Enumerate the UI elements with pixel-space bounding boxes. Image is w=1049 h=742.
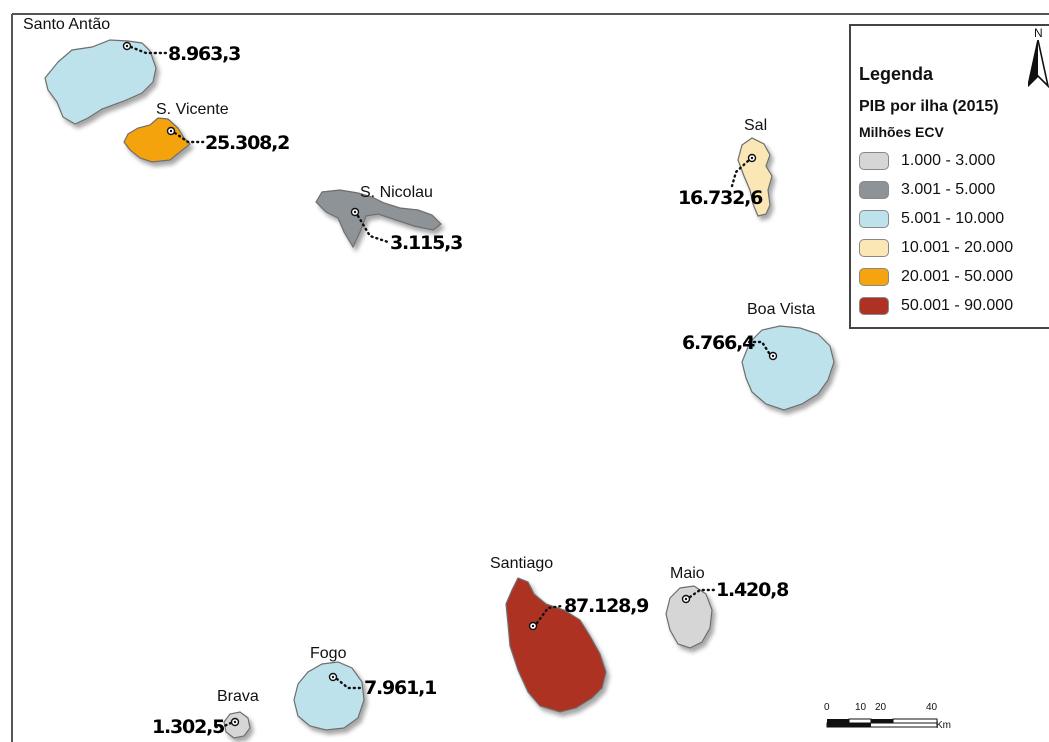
legend-swatch	[859, 268, 889, 286]
label-maio: Maio	[670, 565, 705, 582]
centroid-sao-nicolau	[350, 207, 360, 217]
centroid-santo-antao	[122, 41, 132, 51]
north-label: N	[1034, 26, 1043, 40]
value-santiago: 87.128,9	[564, 595, 648, 617]
centroid-boa-vista	[768, 351, 778, 361]
leader-brava	[210, 721, 233, 729]
legend-item-label: 10.001 - 20.000	[901, 239, 1014, 256]
scale-unit: Km	[936, 720, 951, 731]
value-fogo: 7.961,1	[364, 677, 436, 699]
legend-title: Legenda	[859, 64, 934, 84]
label-brava: Brava	[217, 688, 259, 705]
value-santo-antao: 8.963,3	[168, 43, 240, 65]
label-sao-nicolau: S. Nicolau	[360, 184, 433, 201]
island-fogo[interactable]	[293, 661, 365, 731]
legend-item-label: 1.000 - 3.000	[901, 152, 996, 169]
scale-tick-label: 40	[926, 702, 938, 713]
island-boa-vista[interactable]	[741, 325, 835, 411]
legend-item-label: 3.001 - 5.000	[901, 181, 996, 198]
legend-item: 50.001 - 90.000	[859, 295, 1013, 317]
legend-item-label: 50.001 - 90.000	[901, 297, 1014, 314]
leader-sao-vicente	[173, 131, 206, 144]
centroid-maio	[681, 594, 691, 604]
legend-item: 5.001 - 10.000	[859, 208, 1004, 230]
leader-boa-vista	[744, 340, 771, 355]
scale-tick-label: 20	[875, 702, 887, 713]
label-sao-vicente: S. Vicente	[156, 101, 229, 118]
scale-tick-label: 10	[855, 702, 867, 713]
legend-item: 1.000 - 3.000	[859, 150, 995, 172]
value-maio: 1.420,8	[716, 579, 789, 601]
legend-swatch	[859, 297, 889, 315]
value-boa-vista: 6.766,4	[682, 332, 755, 354]
centroid-sal	[747, 153, 757, 163]
leader-fogo	[335, 677, 364, 690]
value-sal: 16.732,6	[678, 187, 763, 209]
centroid-santiago	[528, 621, 538, 631]
legend-item: 10.001 - 20.000	[859, 237, 1013, 259]
legend-unit: Milhões ECV	[859, 124, 944, 140]
centroid-fogo	[328, 672, 338, 682]
leader-maio	[688, 588, 718, 599]
label-fogo: Fogo	[310, 645, 347, 662]
centroid-brava	[230, 717, 240, 727]
island-maio[interactable]	[665, 585, 713, 649]
legend-item: 3.001 - 5.000	[859, 179, 995, 201]
island-sao-nicolau[interactable]	[315, 189, 442, 249]
legend-subtitle: PIB por ilha (2015)	[859, 98, 999, 115]
leader-santo-antao	[129, 45, 168, 55]
island-sal[interactable]	[737, 137, 773, 217]
value-sao-nicolau: 3.115,3	[390, 232, 462, 254]
label-sal: Sal	[744, 117, 767, 134]
label-santo-antao: Santo Antão	[23, 16, 110, 33]
scale-tick-label: 0	[824, 702, 830, 713]
island-sao-vicente[interactable]	[123, 117, 191, 163]
centroid-sao-vicente	[166, 126, 176, 136]
scale-bar: 0 10 20 40 Km	[822, 702, 992, 738]
value-sao-vicente: 25.308,2	[205, 132, 289, 154]
leader-sao-nicolau	[356, 214, 390, 244]
legend-swatch	[859, 239, 889, 257]
legend-swatch	[859, 152, 889, 170]
legend-item-label: 20.001 - 50.000	[901, 268, 1014, 285]
island-santiago[interactable]	[505, 577, 607, 713]
legend: Legenda PIB por ilha (2015) Milhões ECV …	[849, 24, 1049, 329]
value-brava: 1.302,5	[152, 716, 224, 738]
legend-item: 20.001 - 50.000	[859, 266, 1013, 288]
legend-swatch	[859, 210, 889, 228]
leader-sal	[730, 159, 750, 188]
legend-item-label: 5.001 - 10.000	[901, 210, 1005, 227]
leader-santiago	[535, 604, 564, 625]
island-santo-antao[interactable]	[44, 39, 157, 125]
label-boa-vista: Boa Vista	[747, 301, 815, 318]
label-santiago: Santiago	[490, 555, 553, 572]
legend-swatch	[859, 181, 889, 199]
